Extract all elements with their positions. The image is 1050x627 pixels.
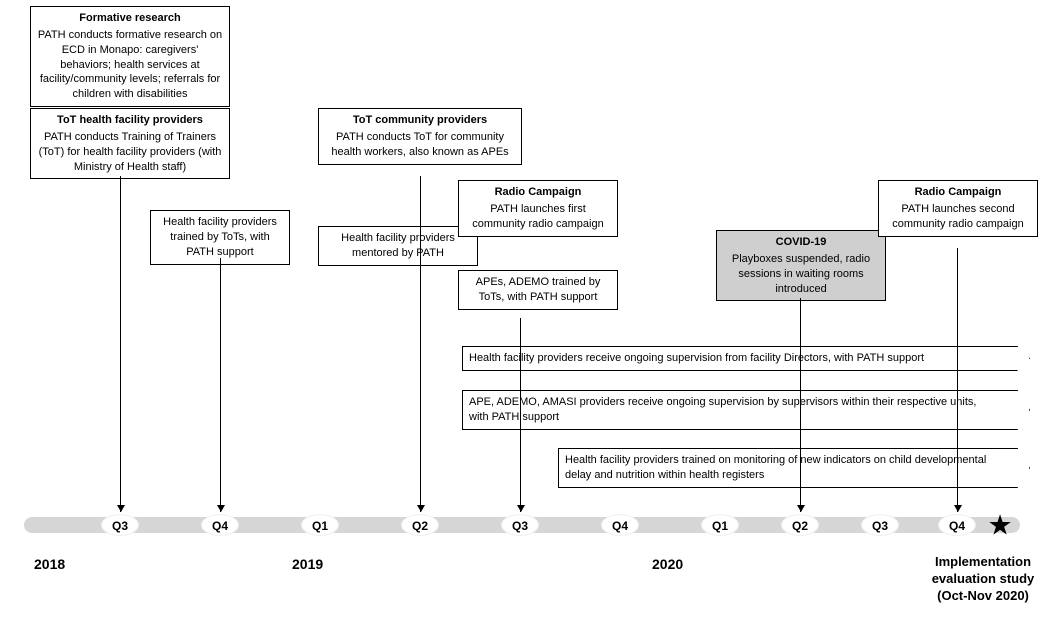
arrow-text: APE, ADEMO, AMASI providers receive ongo… — [469, 396, 976, 423]
box-radio-2: Radio Campaign PATH launches second comm… — [878, 180, 1038, 237]
quarter-marker: Q1 — [701, 514, 739, 536]
year-label-2018: 2018 — [34, 556, 65, 572]
quarter-marker: Q4 — [201, 514, 239, 536]
box-body: Playboxes suspended, radio sessions in w… — [732, 253, 870, 295]
connector — [420, 176, 421, 512]
arrow-supervision-community: APE, ADEMO, AMASI providers receive ongo… — [462, 390, 1018, 430]
star-icon: ★ — [987, 509, 1012, 542]
box-title: COVID-19 — [723, 235, 879, 250]
connector — [520, 318, 521, 512]
box-tot-facility: ToT health facility providers PATH condu… — [30, 108, 230, 179]
box-title: Formative research — [37, 11, 223, 26]
quarter-marker: Q3 — [861, 514, 899, 536]
quarter-marker: Q1 — [301, 514, 339, 536]
box-title: ToT health facility providers — [37, 113, 223, 128]
arrow-text: Health facility providers trained on mon… — [565, 454, 986, 481]
box-formative-research: Formative research PATH conducts formati… — [30, 6, 230, 107]
box-body: PATH conducts Training of Trainers (ToT)… — [39, 131, 222, 173]
arrow-monitoring-training: Health facility providers trained on mon… — [558, 448, 1018, 488]
box-facility-mentored: Health facility providers mentored by PA… — [318, 226, 478, 266]
quarter-marker: Q3 — [101, 514, 139, 536]
arrow-text: Health facility providers receive ongoin… — [469, 352, 924, 364]
box-apes-trained: APEs, ADEMO trained by ToTs, with PATH s… — [458, 270, 618, 310]
box-covid: COVID-19 Playboxes suspended, radio sess… — [716, 230, 886, 301]
year-label-2019: 2019 — [292, 556, 323, 572]
box-tot-community: ToT community providers PATH conducts To… — [318, 108, 522, 165]
box-title: Radio Campaign — [885, 185, 1031, 200]
connector — [220, 258, 221, 512]
connector — [120, 176, 121, 512]
year-label-2020: 2020 — [652, 556, 683, 572]
box-facility-trained: Health facility providers trained by ToT… — [150, 210, 290, 265]
quarter-marker: Q2 — [781, 514, 819, 536]
arrow-supervision-facility: Health facility providers receive ongoin… — [462, 346, 1018, 371]
box-body: Health facility providers trained by ToT… — [163, 216, 277, 258]
implementation-label: Implementation evaluation study (Oct-Nov… — [918, 554, 1048, 605]
connector — [957, 248, 958, 512]
quarter-marker: Q2 — [401, 514, 439, 536]
box-body: PATH launches first community radio camp… — [472, 203, 603, 230]
box-body: PATH conducts formative research on ECD … — [38, 29, 222, 100]
box-title: Radio Campaign — [465, 185, 611, 200]
box-body: APEs, ADEMO trained by ToTs, with PATH s… — [476, 276, 601, 303]
quarter-marker: Q3 — [501, 514, 539, 536]
box-title: ToT community providers — [325, 113, 515, 128]
box-body: PATH conducts ToT for community health w… — [331, 131, 508, 158]
quarter-marker: Q4 — [938, 514, 976, 536]
box-body: Health facility providers mentored by PA… — [341, 232, 455, 259]
box-radio-1: Radio Campaign PATH launches first commu… — [458, 180, 618, 237]
connector — [800, 298, 801, 512]
quarter-marker: Q4 — [601, 514, 639, 536]
box-body: PATH launches second community radio cam… — [892, 203, 1023, 230]
